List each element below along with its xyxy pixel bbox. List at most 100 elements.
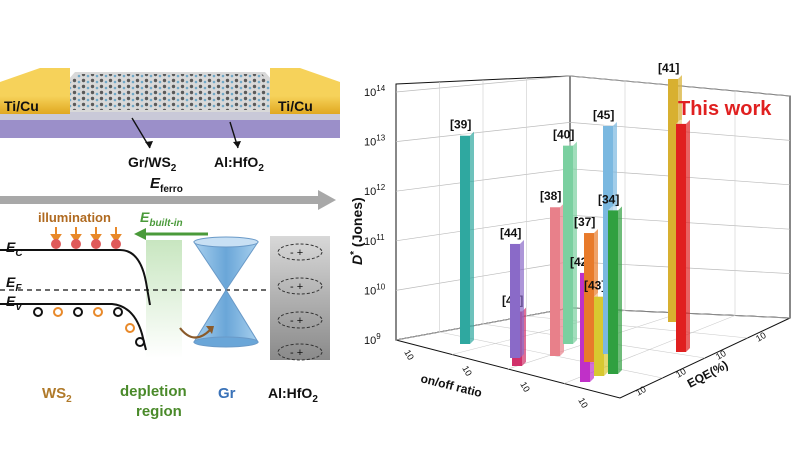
bar-top <box>584 229 598 234</box>
bar-front <box>460 135 470 344</box>
builtin-field-arrow-head <box>134 228 146 240</box>
bar-front <box>563 145 573 344</box>
left-contact-top <box>0 68 70 100</box>
bar-top <box>550 203 564 208</box>
z-tick-labels: 109 1010 1011 1012 1013 1014 <box>364 84 386 347</box>
transfer-arrow-head <box>206 326 214 334</box>
z-tick-label: 1014 <box>364 84 386 99</box>
bar: [40] <box>553 128 577 344</box>
bar: [44] <box>500 226 524 358</box>
gr-ws2-label: Gr/WS2 <box>128 154 177 174</box>
y-tick-label: 10 <box>754 330 768 344</box>
depletion-region <box>146 240 182 358</box>
ef-label: EF <box>6 274 22 294</box>
bar-front <box>550 207 560 356</box>
svg-text:- +: - + <box>290 315 303 327</box>
z-axis-label: D* (Jones) <box>349 197 365 265</box>
ferro-field-label: Eferro <box>150 175 183 195</box>
bar-ref-label: [34] <box>598 192 619 206</box>
bar-ref-label: [41] <box>658 61 679 75</box>
this-work-annotation: This work <box>678 98 772 120</box>
x-tick-label: 10 <box>518 380 532 394</box>
illumination-label: illumination <box>38 210 111 225</box>
svg-text:- +: - + <box>290 347 303 359</box>
dirac-cone-top-rim <box>193 236 259 248</box>
bar-front <box>510 243 520 358</box>
bar-ref-label: [39] <box>450 118 471 132</box>
left-contact <box>0 96 70 114</box>
dipoles: - + - + - + - + <box>277 243 323 361</box>
svg-text:- +: - + <box>290 247 303 259</box>
builtin-field-label: Ebuilt-in <box>140 209 183 229</box>
bar-side <box>470 131 474 344</box>
svg-text:- +: - + <box>290 281 303 293</box>
illumination-arrows <box>50 227 122 243</box>
bar: [34] <box>598 192 622 374</box>
bar-front <box>668 78 678 323</box>
valence-band <box>0 303 147 351</box>
right-contact <box>270 96 340 114</box>
z-tick-label: 1012 <box>364 183 386 198</box>
right-contact-label: Ti/Cu <box>278 98 313 114</box>
dirac-cone-bottom-rim <box>193 336 259 348</box>
bar-front <box>594 296 604 376</box>
transfer-arrow <box>179 327 211 339</box>
x-tick-label: 10 <box>460 364 474 378</box>
gr-label: Gr <box>218 385 236 402</box>
bar-side <box>618 206 622 374</box>
bar-front <box>584 233 594 362</box>
bar-top <box>603 121 617 126</box>
bar-top <box>510 239 524 244</box>
left-contact-label: Ti/Cu <box>4 98 39 114</box>
dirac-cone-upper <box>193 241 259 291</box>
bar-top <box>676 119 690 124</box>
bar-ref-label: [40] <box>553 128 574 142</box>
gr-ws2-pointer-head <box>145 141 153 148</box>
bar-ref-label: [37] <box>574 215 595 229</box>
bar-top <box>608 206 622 211</box>
conduction-band <box>0 249 151 306</box>
bar-side <box>520 239 524 358</box>
y-tick-label: 10 <box>674 366 688 380</box>
bar-top <box>668 74 682 79</box>
bar-side <box>686 119 690 352</box>
ev-label: EV <box>6 293 23 313</box>
depletion-label-line1: depletion <box>120 383 187 400</box>
bar-ref-label: [43] <box>584 279 605 293</box>
bar: [39] <box>450 118 474 344</box>
z-tick-label: 109 <box>364 332 381 347</box>
y-tick-label: 10 <box>714 348 728 362</box>
bar-front <box>608 210 618 374</box>
bar-ref-label: [44] <box>500 226 521 240</box>
dielectric-layer <box>0 112 340 120</box>
device-schematic: Ti/Cu Ti/Cu Gr/WS2 Al:HfO2 Eferro <box>0 68 340 210</box>
bar-ref-label: [38] <box>540 189 561 203</box>
holes <box>33 307 145 347</box>
right-contact-top <box>270 68 340 100</box>
x-axis-label: on/off ratio <box>419 371 483 400</box>
band-diagram: illumination Ebuilt-in <box>0 209 330 420</box>
x-tick-label: 10 <box>402 348 416 362</box>
alhfo-label: Al:HfO2 <box>268 385 318 405</box>
x-tick-label: 10 <box>576 396 590 410</box>
bar-top <box>460 131 474 136</box>
ferro-arrow-shaft <box>0 196 320 204</box>
electrons <box>51 239 121 249</box>
bar-side <box>573 141 577 344</box>
bar-front <box>676 123 686 352</box>
y-tick-label: 10 <box>634 384 648 398</box>
xy-tick-labels: 10 10 10 10 10 10 10 10 <box>402 330 767 410</box>
depletion-label-line2: region <box>136 403 182 420</box>
bar-ref-label: [45] <box>593 108 614 122</box>
substrate-layer <box>0 120 340 138</box>
ec-label: EC <box>6 239 23 259</box>
bar-top <box>563 141 577 146</box>
dielectric-label: Al:HfO2 <box>214 154 264 174</box>
atom-lattice <box>44 74 296 110</box>
z-tick-label: 1010 <box>364 282 386 297</box>
z-tick-label: 1011 <box>364 233 385 248</box>
ws2-label: WS2 <box>42 385 72 405</box>
